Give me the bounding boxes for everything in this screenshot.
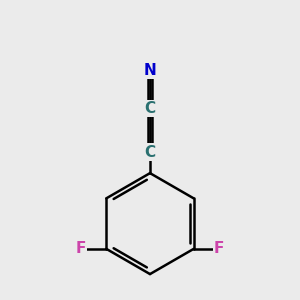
Text: N: N — [144, 63, 156, 78]
Text: C: C — [144, 101, 156, 116]
Text: F: F — [214, 241, 224, 256]
Text: F: F — [76, 241, 86, 256]
Text: C: C — [144, 145, 156, 160]
